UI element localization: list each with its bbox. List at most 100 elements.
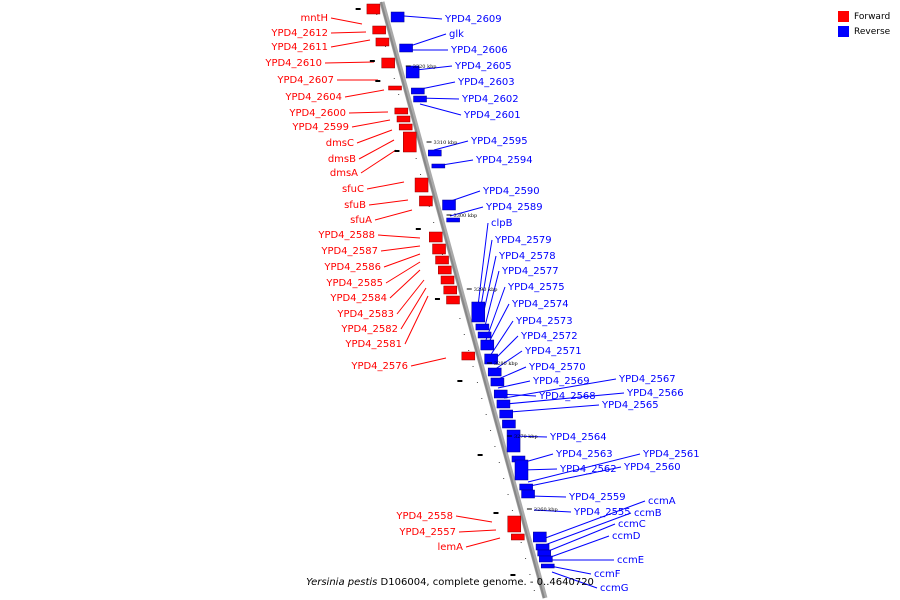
scale-tick-label: 3280 kbp <box>494 361 518 367</box>
gene-label-ypd4-2584: YPD4_2584 <box>329 293 387 304</box>
backbone-dot <box>463 334 465 335</box>
backbone-dot <box>481 398 483 399</box>
reverse-label-leader <box>479 239 493 313</box>
backbone-dot <box>533 590 535 591</box>
reverse-gene <box>390 11 405 23</box>
gene-label-ccme: ccmE <box>617 555 644 566</box>
gene-label-dmsa: dmsA <box>330 168 358 179</box>
genome-backbone-core <box>380 1 545 599</box>
scale-dash <box>493 512 499 514</box>
scale-tick-label: 3320 kbp <box>413 64 437 70</box>
backbone-dot <box>503 478 505 479</box>
forward-label-leader <box>360 149 397 174</box>
reverse-label-leader <box>449 206 484 217</box>
reverse-gene <box>533 531 547 543</box>
gene-label-sfub: sfuB <box>344 200 366 211</box>
forward-gene <box>375 37 390 47</box>
forward-label-leader <box>385 261 421 284</box>
forward-gene <box>398 123 413 131</box>
reverse-label-leader <box>539 500 646 541</box>
gene-label-ypd4-2575: YPD4_2575 <box>507 282 565 293</box>
forward-label-leader <box>368 199 409 206</box>
reverse-label-leader <box>527 453 641 483</box>
backbone-dot <box>511 510 513 511</box>
backbone-dot <box>494 446 496 447</box>
reverse-gene <box>484 353 498 365</box>
gene-label-ypd4-2606: YPD4_2606 <box>450 45 508 56</box>
backbone-dot <box>415 158 417 159</box>
reverse-gene <box>502 419 516 429</box>
reverse-label-leader <box>493 350 523 371</box>
gene-label-ypd4-2562: YPD4_2562 <box>559 464 617 475</box>
gene-label-ypd4-2609: YPD4_2609 <box>444 14 502 25</box>
scale-dash <box>375 80 381 82</box>
reverse-label-leader <box>551 571 598 589</box>
forward-gene <box>511 533 525 541</box>
gene-label-ypd4-2558: YPD4_2558 <box>395 511 453 522</box>
gene-label-ypd4-2583: YPD4_2583 <box>336 309 394 320</box>
reverse-label-leader <box>497 380 531 389</box>
scale-dash <box>510 574 516 576</box>
forward-gene <box>461 351 476 361</box>
gene-label-ypd4-2578: YPD4_2578 <box>498 251 556 262</box>
gene-label-ypd4-2569: YPD4_2569 <box>532 376 590 387</box>
reverse-swatch <box>838 26 849 37</box>
backbone-dot <box>433 222 435 223</box>
reverse-label-leader <box>509 404 600 413</box>
gene-label-ypd4-2588: YPD4_2588 <box>317 230 375 241</box>
forward-label-leader <box>383 253 421 268</box>
reverse-label-leader <box>485 286 506 341</box>
backbone-dot <box>490 430 492 431</box>
scale-dash <box>434 298 440 300</box>
reverse-gene <box>405 65 420 79</box>
gene-label-sfuc: sfuC <box>342 184 364 195</box>
reverse-gene <box>431 163 446 169</box>
reverse-label-leader <box>419 103 462 116</box>
forward-gene <box>432 243 446 255</box>
gene-label-ypd4-2555: YPD4_2555 <box>573 507 631 518</box>
backbone-dot <box>393 78 395 79</box>
forward-label-leader <box>356 129 393 144</box>
backbone-dot <box>428 206 430 207</box>
forward-gene <box>446 295 460 305</box>
reverse-label-leader <box>503 378 617 399</box>
backbone-dot <box>476 382 478 383</box>
gene-label-ypd4-2603: YPD4_2603 <box>457 77 515 88</box>
forward-label-leader <box>344 89 385 98</box>
gene-label-ccmf: ccmF <box>594 569 621 580</box>
reverse-label-leader <box>549 565 592 575</box>
gene-label-ypd4-2581: YPD4_2581 <box>344 339 402 350</box>
gene-label-ypd4-2579: YPD4_2579 <box>494 235 552 246</box>
gene-label-lema: lemA <box>437 542 463 553</box>
gene-label-ypd4-2568: YPD4_2568 <box>538 391 596 402</box>
scale-dash <box>394 150 400 152</box>
gene-label-clpb: clpB <box>491 218 513 229</box>
forward-label-leader <box>458 529 497 533</box>
reverse-gene <box>471 301 486 323</box>
reverse-label-leader <box>541 512 632 547</box>
reverse-label-leader <box>547 535 610 559</box>
scale-tick-label: 3300 kbp <box>454 213 478 219</box>
forward-label-leader <box>374 209 413 221</box>
gene-label-mnth: mntH <box>300 13 328 24</box>
reverse-gene <box>490 377 505 387</box>
gene-label-ypd4-2589: YPD4_2589 <box>485 202 543 213</box>
forward-label-leader <box>358 139 395 160</box>
gene-label-ypd4-2570: YPD4_2570 <box>528 362 586 373</box>
gene-label-dmsb: dmsB <box>328 154 356 165</box>
gene-label-ccmb: ccmB <box>634 508 662 519</box>
reverse-gene <box>413 95 427 103</box>
reverse-label-leader <box>415 65 453 71</box>
backbone-dot <box>520 542 522 543</box>
backbone-dot <box>529 574 531 575</box>
reverse-gene <box>514 459 529 481</box>
forward-label-leader <box>351 119 391 128</box>
scale-tick-label: 3260 kbp <box>534 507 558 513</box>
forward-gene <box>429 231 443 243</box>
gene-label-ypd4-2595: YPD4_2595 <box>470 136 528 147</box>
gene-label-ypd4-2602: YPD4_2602 <box>461 94 519 105</box>
reverse-gene <box>521 489 535 499</box>
reverse-label-leader <box>487 303 510 345</box>
gene-label-ypd4-2612: YPD4_2612 <box>270 28 328 39</box>
scale-dash <box>355 8 361 10</box>
